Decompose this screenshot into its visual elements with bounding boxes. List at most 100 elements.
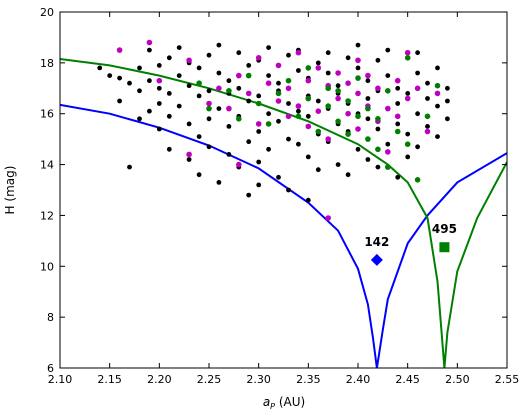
y-tick-label: 20: [40, 6, 54, 19]
green-point: [345, 98, 351, 104]
magenta-point: [186, 151, 192, 158]
black-point: [186, 157, 192, 162]
black-point: [246, 139, 252, 145]
green-point: [236, 116, 242, 122]
black-point: [435, 134, 440, 140]
magenta-point: [345, 110, 351, 117]
black-point: [365, 157, 371, 162]
black-point: [226, 124, 232, 129]
magenta-point: [355, 57, 361, 64]
green-point: [365, 105, 371, 112]
black-point: [226, 78, 232, 84]
black-point: [305, 154, 311, 160]
green-point: [285, 77, 292, 84]
magenta-point: [365, 72, 371, 79]
black-point: [305, 113, 311, 119]
black-point: [166, 55, 172, 61]
magenta-point: [315, 108, 322, 114]
x-tick-label: 2.20: [147, 373, 172, 386]
black-point: [156, 101, 162, 106]
black-point: [166, 113, 172, 119]
black-point: [216, 42, 222, 48]
black-point: [266, 45, 271, 50]
green-point: [295, 113, 302, 120]
magenta-point: [186, 57, 192, 64]
x-tick-label: 2.35: [296, 373, 321, 386]
green-point: [325, 103, 332, 109]
x-tick-label: 2.55: [495, 373, 520, 386]
magenta-point: [146, 39, 153, 46]
magenta-point: [305, 123, 312, 130]
green-point: [335, 118, 341, 125]
green-point: [265, 121, 272, 127]
magenta-point: [385, 105, 391, 112]
magenta-point: [226, 105, 232, 112]
green-point: [335, 88, 341, 94]
black-point: [176, 103, 182, 109]
black-point: [256, 129, 262, 134]
green-point: [414, 177, 421, 183]
green-point: [424, 113, 431, 120]
black-point: [206, 144, 212, 150]
black-point: [315, 167, 321, 173]
black-point: [415, 144, 420, 150]
black-point: [445, 98, 450, 104]
marker-label: 142: [364, 235, 389, 249]
black-point: [256, 182, 262, 188]
black-point: [137, 65, 142, 71]
magenta-point: [315, 65, 322, 71]
black-point: [435, 103, 440, 109]
black-point: [166, 91, 172, 96]
black-point: [415, 70, 420, 76]
black-point: [246, 98, 252, 104]
x-tick-label: 2.25: [197, 373, 222, 386]
magenta-point: [345, 80, 351, 86]
black-point: [385, 141, 391, 147]
y-tick-label: 8: [47, 311, 54, 324]
green-point: [385, 88, 391, 94]
y-axis-label: H (mag): [3, 166, 17, 215]
black-point: [176, 45, 182, 50]
magenta-point: [335, 95, 341, 102]
magenta-point: [404, 95, 411, 102]
magenta-point: [255, 121, 262, 127]
magenta-point: [236, 72, 242, 79]
magenta-point: [355, 90, 361, 97]
black-point: [445, 85, 450, 91]
black-point: [266, 73, 271, 78]
green-point: [206, 105, 212, 112]
magenta-point: [394, 113, 401, 120]
x-tick-label: 2.30: [246, 373, 271, 386]
magenta-point: [355, 126, 361, 132]
black-point: [206, 52, 212, 58]
black-point: [395, 174, 401, 180]
magenta-point: [275, 62, 282, 69]
black-point: [196, 65, 202, 71]
green-point: [404, 141, 411, 147]
magenta-point: [255, 55, 262, 61]
black-point: [345, 55, 351, 61]
x-tick-label: 2.40: [346, 373, 371, 386]
magenta-point: [206, 100, 212, 107]
black-point: [395, 85, 401, 91]
black-point: [147, 47, 152, 53]
black-point: [405, 131, 411, 137]
black-point: [375, 164, 381, 170]
black-point: [196, 134, 202, 140]
green-point: [355, 75, 361, 81]
magenta-point: [424, 128, 431, 135]
x-tick-label: 2.45: [395, 373, 420, 386]
green-point: [245, 72, 252, 79]
black-point: [365, 116, 371, 122]
black-point: [246, 192, 252, 198]
black-point: [415, 111, 420, 117]
y-tick-label: 6: [47, 362, 54, 375]
black-point: [156, 85, 162, 91]
y-tick-label: 18: [40, 57, 54, 70]
magenta-point: [305, 77, 312, 84]
magenta-point: [285, 113, 292, 120]
black-point: [176, 73, 182, 78]
y-tick-label: 16: [40, 108, 54, 121]
black-point: [276, 80, 281, 86]
black-point: [147, 78, 152, 84]
